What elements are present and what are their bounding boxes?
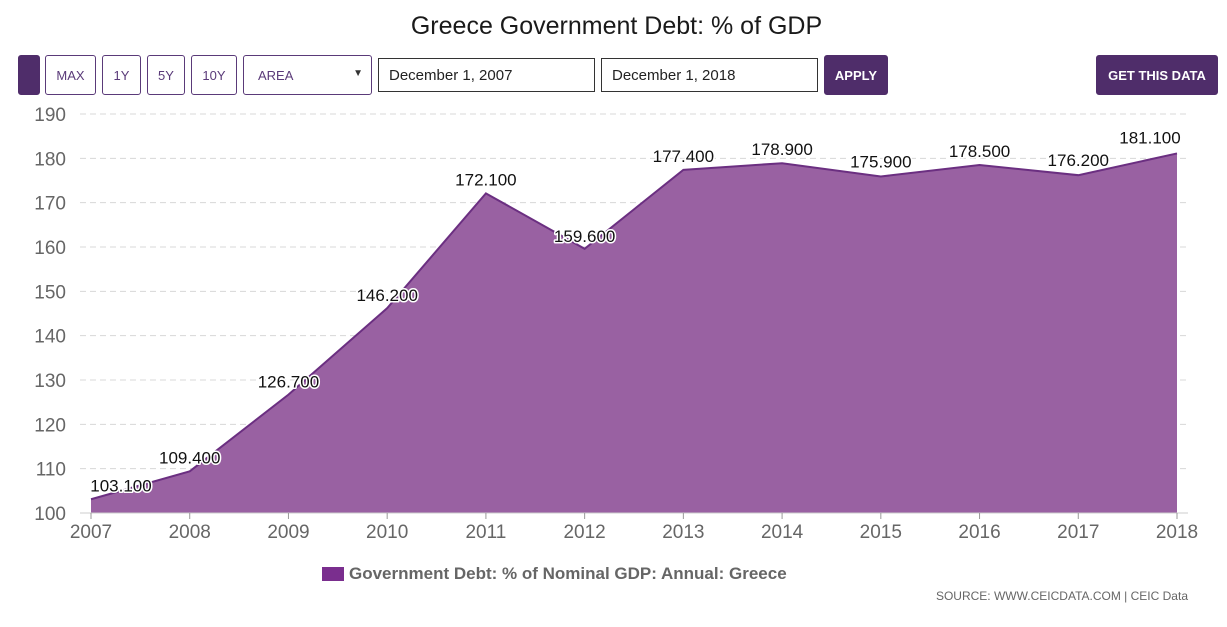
source-note: SOURCE: WWW.CEICDATA.COM | CEIC Data xyxy=(935,589,1188,603)
y-tick-label: 160 xyxy=(34,238,66,259)
data-labels: 103.100 109.400 126.700 146.200 172.100 159.6… xyxy=(89,127,1182,497)
x-axis: 2007 2008 2009 2010 2011 2012 2013 2014 2015 2016… xyxy=(70,513,1198,543)
x-tick-label: 2017 xyxy=(1057,522,1099,543)
legend-label: Government Debt: % of Nominal GDP: Annua… xyxy=(349,564,787,583)
y-tick-label: 150 xyxy=(34,282,66,303)
data-label: 109.400 xyxy=(159,448,220,467)
y-tick-label: 100 xyxy=(34,504,66,525)
x-tick-label: 2009 xyxy=(267,522,309,543)
data-label: 177.400 xyxy=(653,147,714,166)
data-label: 181.100 xyxy=(1119,128,1180,147)
data-label: 178.500 xyxy=(949,142,1010,161)
legend-swatch xyxy=(322,567,344,581)
range-10y-button[interactable]: 10Y xyxy=(191,55,237,95)
y-tick-label: 190 xyxy=(34,105,66,126)
data-label: 103.100 xyxy=(90,476,151,495)
x-tick-label: 2018 xyxy=(1156,522,1198,543)
x-tick-label: 2016 xyxy=(958,522,1000,543)
y-tick-label: 180 xyxy=(34,149,66,170)
x-tick-label: 2012 xyxy=(563,522,605,543)
data-label: 126.700 xyxy=(258,373,319,392)
x-tick-label: 2008 xyxy=(169,522,211,543)
x-tick-label: 2014 xyxy=(761,522,804,543)
y-tick-label: 120 xyxy=(34,415,66,436)
x-tick-label: 2010 xyxy=(366,522,408,543)
data-label: 175.900 xyxy=(850,153,911,172)
series-line xyxy=(90,152,1178,501)
date-from-input[interactable]: December 1, 2007 xyxy=(378,58,595,92)
date-to-input[interactable]: December 1, 2018 xyxy=(601,58,818,92)
x-tick-label: 2007 xyxy=(70,522,112,543)
y-tick-label: 140 xyxy=(34,327,66,348)
chevron-down-icon: ▼ xyxy=(353,68,363,79)
y-tick-label: 170 xyxy=(34,194,66,215)
apply-button[interactable]: APPLY xyxy=(824,55,888,95)
x-tick-label: 2013 xyxy=(662,522,704,543)
plot-area xyxy=(80,152,1188,514)
y-tick-label: 110 xyxy=(36,460,66,481)
get-this-data-button[interactable]: GET THIS DATA xyxy=(1096,55,1218,95)
chart-type-value: AREA xyxy=(258,67,294,83)
chart-toolbar: MAX 1Y 5Y 10Y AREA ▼ December 1, 2007 De… xyxy=(0,0,1227,100)
chart-title: Greece Government Debt: % of GDP xyxy=(410,12,823,40)
range-5y-button[interactable]: 5Y xyxy=(147,55,185,95)
series-area xyxy=(91,153,1177,513)
data-label: 146.200 xyxy=(356,286,417,305)
x-tick-label: 2015 xyxy=(860,522,902,543)
range-1y-button[interactable]: 1Y xyxy=(102,55,141,95)
y-axis: 100 110 120 130 140 150 160 170 180 190 xyxy=(34,105,66,525)
data-label: 159.600 xyxy=(554,227,615,246)
x-tick-label: 2011 xyxy=(465,522,506,543)
y-tick-label: 130 xyxy=(34,371,66,392)
menu-button[interactable] xyxy=(18,55,40,95)
data-label: 176.200 xyxy=(1048,151,1109,170)
data-label: 178.900 xyxy=(751,140,812,159)
legend[interactable]: Government Debt: % of Nominal GDP: Annua… xyxy=(322,564,787,584)
chart-type-select[interactable]: AREA ▼ xyxy=(243,55,372,95)
data-label: 172.100 xyxy=(455,170,516,189)
range-max-button[interactable]: MAX xyxy=(45,55,96,95)
